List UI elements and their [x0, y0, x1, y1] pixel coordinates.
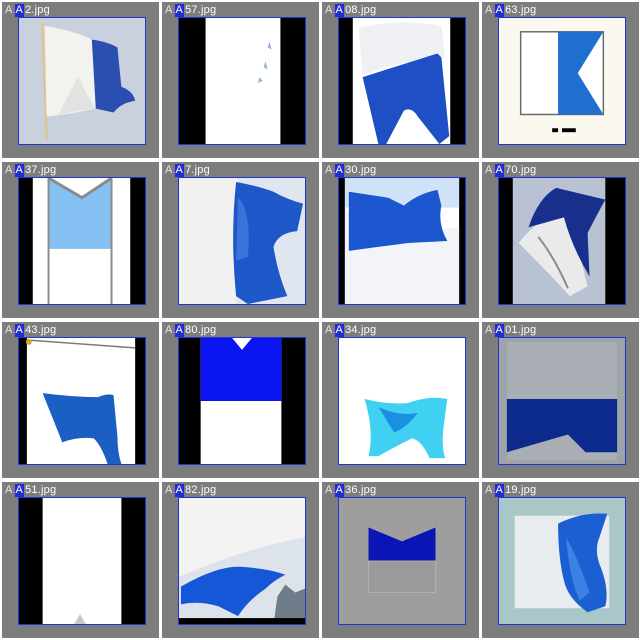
tile-filename: A A 80.jpg [165, 324, 217, 337]
tile-filename: A A 08.jpg [325, 4, 377, 17]
image-tile[interactable]: A A 19.jpg [482, 482, 639, 638]
tile-badge: A [174, 4, 185, 17]
tile-badge: A [334, 4, 345, 17]
tile-badge: A [174, 324, 185, 337]
image-tile[interactable]: A A 34.jpg [322, 322, 479, 478]
image-tile[interactable]: A A 70.jpg [482, 162, 639, 318]
image-tile[interactable]: A A 36.jpg [322, 482, 479, 638]
tile-thumbnail [178, 497, 306, 625]
image-tile[interactable]: A A 37.jpg [2, 162, 159, 318]
tile-thumbnail [178, 17, 306, 145]
tile-badge: A [334, 484, 345, 497]
tile-thumbnail [18, 337, 146, 465]
tile-badge: A [494, 164, 505, 177]
tile-filename: A A 7.jpg [165, 164, 210, 177]
image-tile[interactable]: A A 43.jpg [2, 322, 159, 478]
tile-thumbnail [338, 337, 466, 465]
tile-filename: A A 34.jpg [325, 324, 377, 337]
image-tile[interactable]: A A 2.jpg [2, 2, 159, 158]
tile-thumbnail [498, 497, 626, 625]
tile-filename: A A 2.jpg [5, 4, 50, 17]
tile-thumbnail [498, 17, 626, 145]
image-tile[interactable]: A A 57.jpg [162, 2, 319, 158]
tile-thumbnail [178, 177, 306, 305]
tile-thumbnail [18, 17, 146, 145]
tile-thumbnail [18, 497, 146, 625]
tile-badge: A [334, 324, 345, 337]
tile-filename: A A 51.jpg [5, 484, 57, 497]
image-tile[interactable]: A A 01.jpg [482, 322, 639, 478]
tile-badge: A [14, 164, 25, 177]
image-tile[interactable]: A A 80.jpg [162, 322, 319, 478]
tile-thumbnail [178, 337, 306, 465]
tile-filename: A A 37.jpg [5, 164, 57, 177]
tile-thumbnail [498, 177, 626, 305]
tile-filename: A A 82.jpg [165, 484, 217, 497]
tile-badge: A [14, 324, 25, 337]
tile-badge: A [14, 4, 25, 17]
image-tile[interactable]: A A 7.jpg [162, 162, 319, 318]
tile-thumbnail [338, 497, 466, 625]
tile-filename: A A 70.jpg [485, 164, 537, 177]
image-tile[interactable]: A A 63.jpg [482, 2, 639, 158]
tile-filename: A A 43.jpg [5, 324, 57, 337]
tile-filename: A A 30.jpg [325, 164, 377, 177]
tile-thumbnail [498, 337, 626, 465]
tile-filename: A A 01.jpg [485, 324, 537, 337]
image-tile[interactable]: A A 51.jpg [2, 482, 159, 638]
tile-badge: A [174, 484, 185, 497]
image-tile[interactable]: A A 82.jpg [162, 482, 319, 638]
tile-badge: A [14, 484, 25, 497]
tile-filename: A A 57.jpg [165, 4, 217, 17]
tile-thumbnail [338, 17, 466, 145]
tile-badge: A [334, 164, 345, 177]
tile-filename: A A 36.jpg [325, 484, 377, 497]
image-tile[interactable]: A A 30.jpg [322, 162, 479, 318]
tile-filename: A A 63.jpg [485, 4, 537, 17]
tile-thumbnail [18, 177, 146, 305]
tile-badge: A [494, 484, 505, 497]
tile-badge: A [494, 4, 505, 17]
tile-badge: A [174, 164, 185, 177]
tile-thumbnail [338, 177, 466, 305]
image-tile[interactable]: A A 08.jpg [322, 2, 479, 158]
tile-filename: A A 19.jpg [485, 484, 537, 497]
tile-badge: A [494, 324, 505, 337]
